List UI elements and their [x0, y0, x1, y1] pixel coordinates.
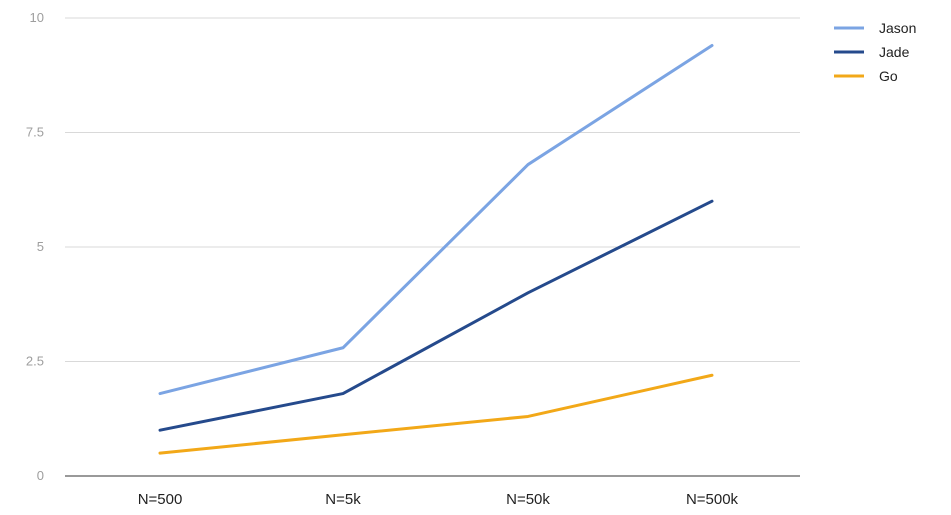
x-tick-label: N=5k [325, 491, 361, 508]
legend: Jason Jade Go [834, 20, 916, 84]
legend-label-jade: Jade [879, 44, 910, 60]
y-tick-label: 2.5 [26, 354, 44, 369]
x-tick-label: N=500k [686, 491, 739, 508]
x-tick-label: N=500 [138, 491, 183, 508]
series-line-jason [158, 43, 714, 396]
series-line-jade [158, 199, 714, 432]
legend-label-go: Go [879, 68, 898, 84]
x-axis-ticks: N=500 N=5k N=50k N=500k [138, 491, 739, 508]
legend-label-jason: Jason [879, 20, 916, 36]
series-line-go [158, 373, 714, 455]
y-axis-ticks: 0 2.5 5 7.5 10 [26, 10, 44, 483]
x-tick-label: N=50k [506, 491, 550, 508]
y-tick-label: 0 [37, 468, 44, 483]
gridlines [65, 17, 800, 477]
y-tick-label: 10 [30, 10, 44, 25]
series-lines [158, 43, 714, 455]
y-tick-label: 7.5 [26, 125, 44, 140]
y-tick-label: 5 [37, 239, 44, 254]
